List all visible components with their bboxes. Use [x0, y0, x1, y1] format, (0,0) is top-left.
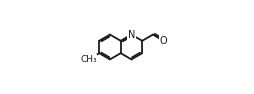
Text: N: N: [128, 30, 135, 40]
Text: CH₃: CH₃: [80, 55, 97, 64]
Text: O: O: [160, 36, 167, 46]
